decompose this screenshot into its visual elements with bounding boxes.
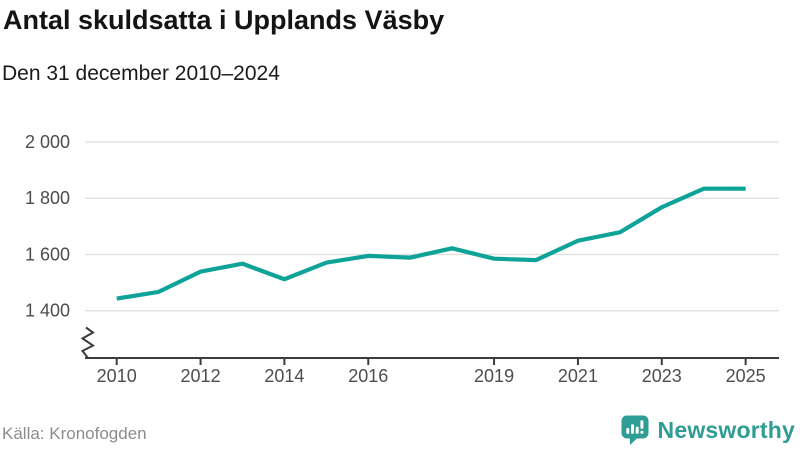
- x-axis-tick-label: 2023: [642, 366, 682, 386]
- y-axis-tick-label: 1 600: [25, 244, 70, 264]
- axis-break-zigzag: [80, 326, 95, 359]
- bar-chart-speech-bubble-icon: [621, 415, 649, 445]
- data-line: [116, 186, 746, 301]
- x-axis-tick-label: 2025: [726, 366, 766, 386]
- chart-subtitle: Den 31 december 2010–2024: [2, 62, 280, 85]
- newsworthy-wordmark: Newsworthy: [657, 417, 795, 443]
- y-axis-tick-label: 1 800: [25, 188, 70, 208]
- newsworthy-branding: Newsworthy: [621, 415, 795, 446]
- x-axis-tick-label: 2010: [97, 366, 137, 386]
- x-axis-tick-label: 2019: [474, 366, 514, 386]
- x-axis-tick-label: 2021: [558, 366, 598, 386]
- y-axis-tick-label: 1 400: [25, 301, 70, 321]
- page-title: Antal skuldsatta i Upplands Väsby: [3, 5, 445, 35]
- x-axis-tick-label: 2014: [264, 366, 304, 386]
- x-axis-tick-label: 2016: [348, 366, 388, 386]
- y-axis-tick-label: 2 000: [25, 132, 70, 152]
- source-note: Källa: Kronofogden: [2, 424, 147, 443]
- x-axis-tick-label: 2012: [181, 366, 221, 386]
